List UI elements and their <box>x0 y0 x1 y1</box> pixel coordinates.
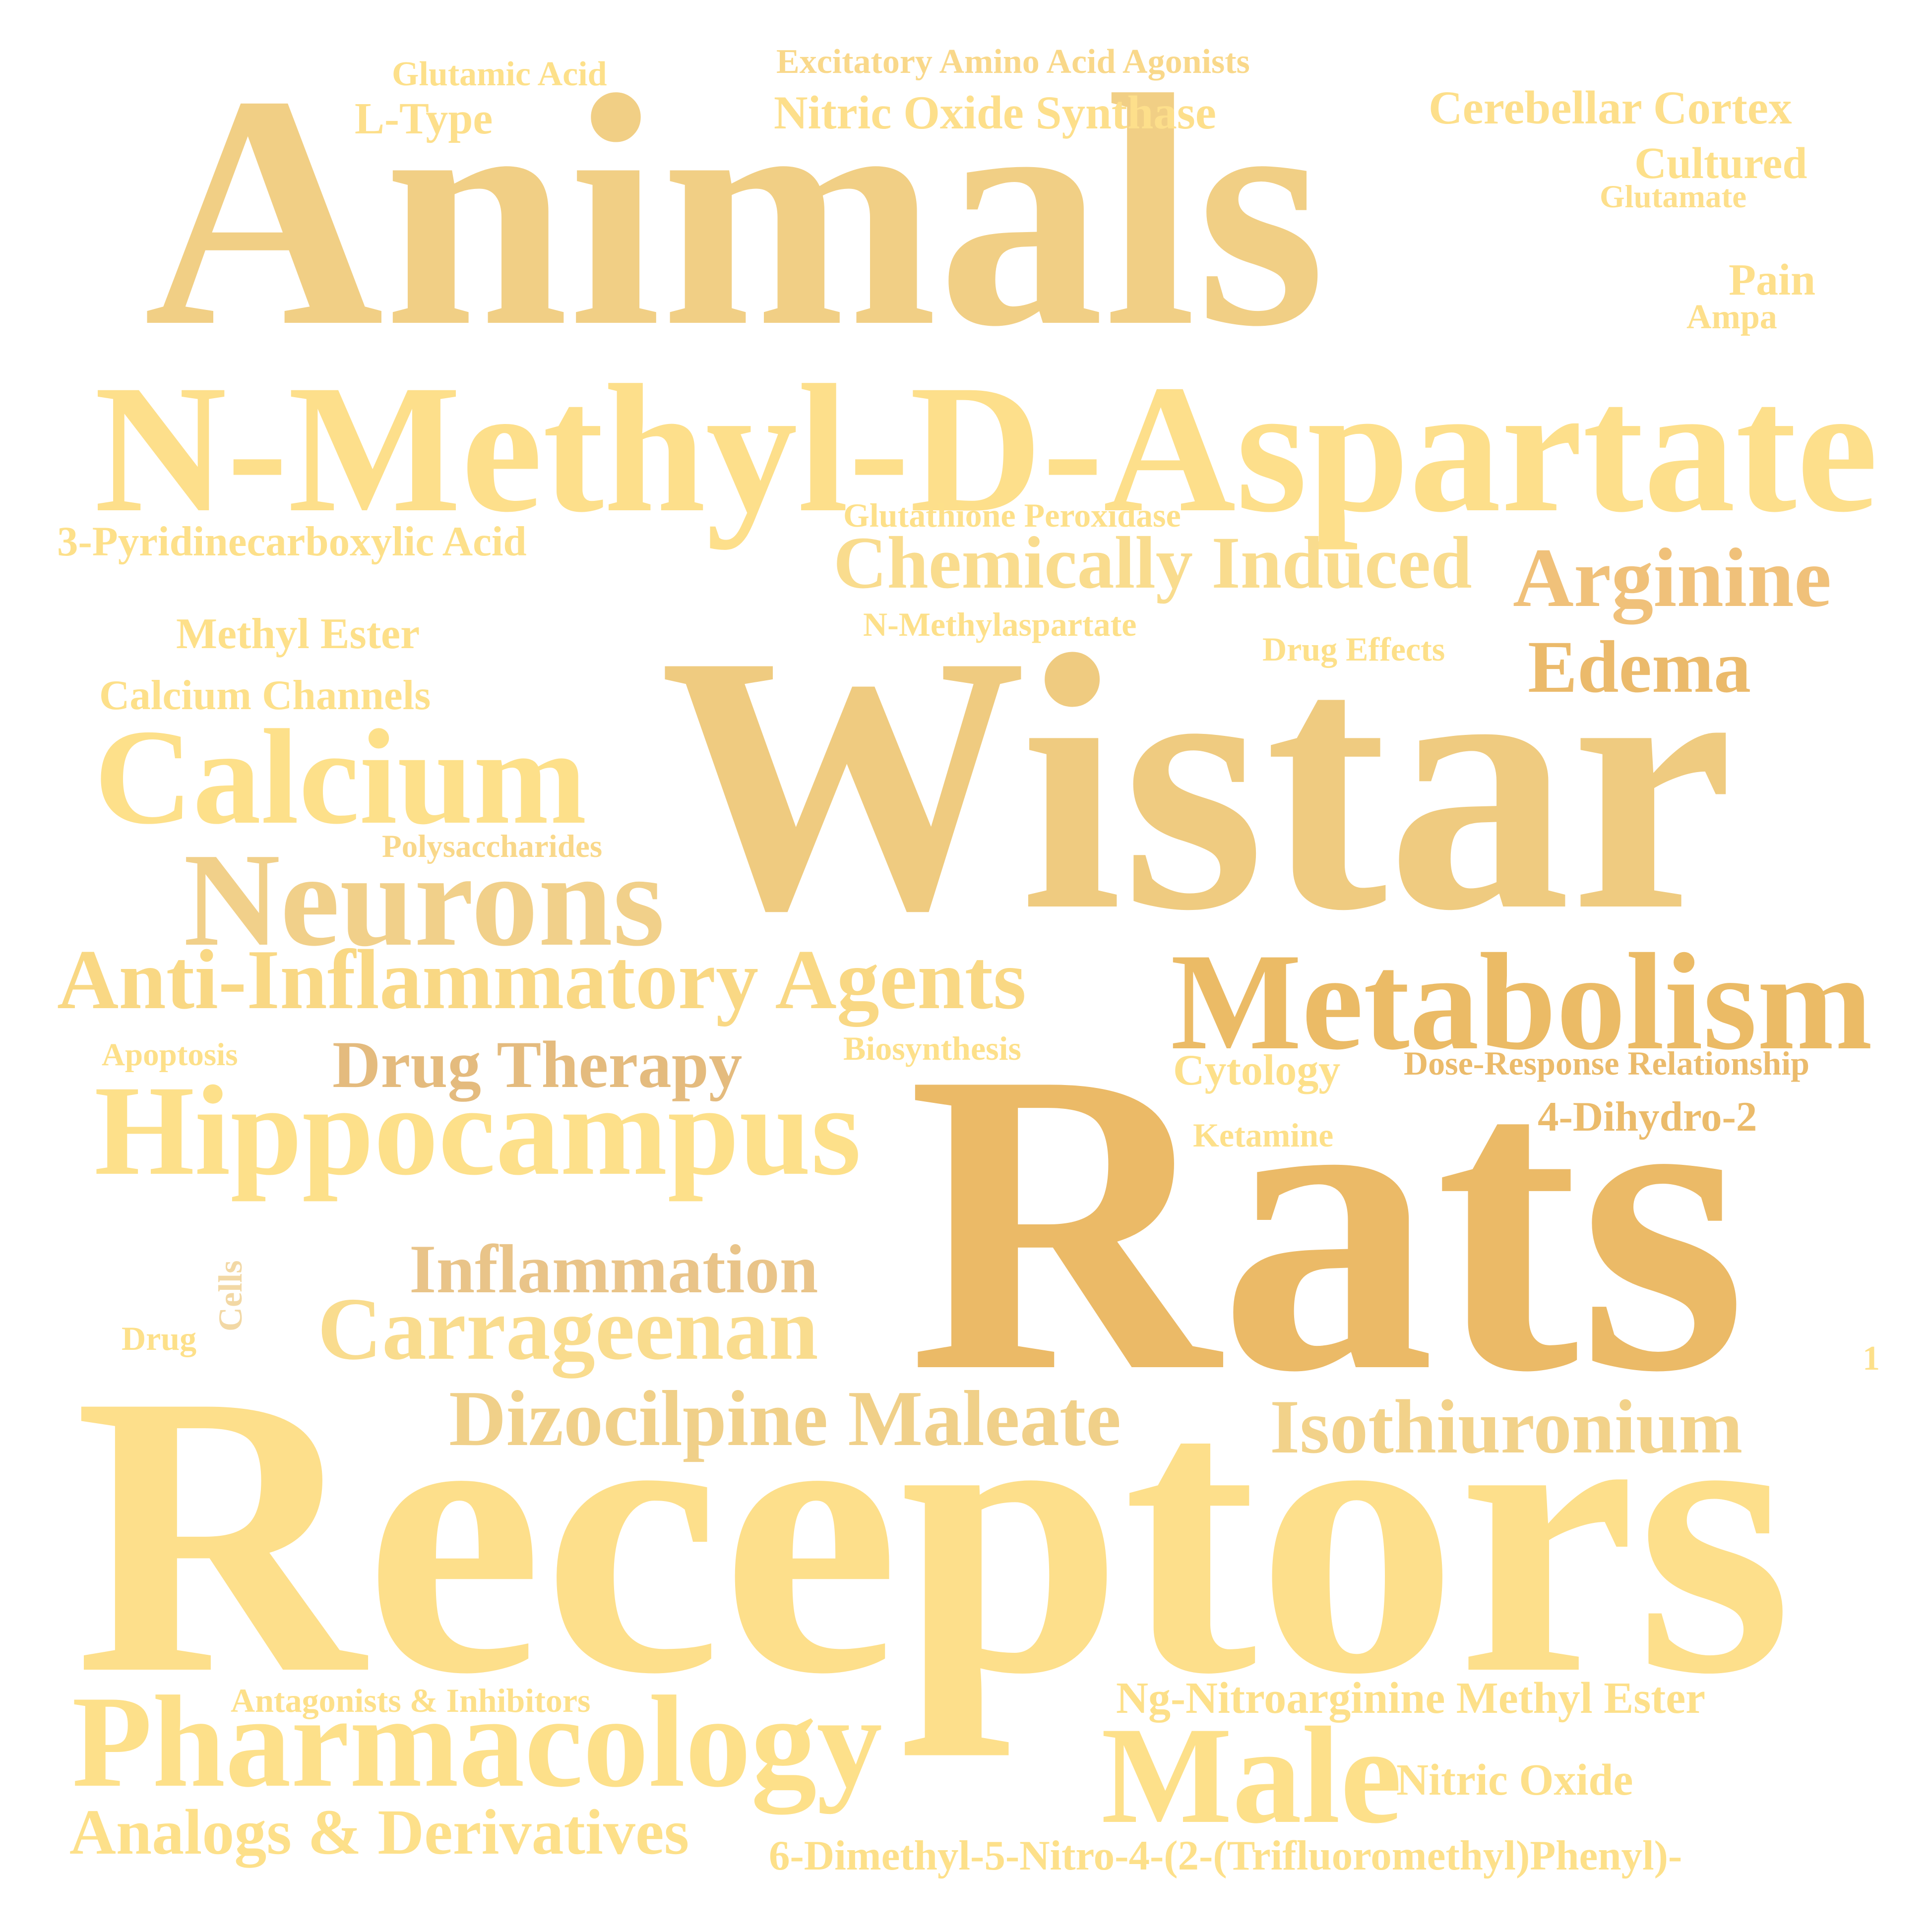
word-pharmacology: Pharmacology <box>72 1669 882 1814</box>
word-wistar: Wistar <box>660 580 1734 986</box>
word-glutamic-acid: Glutamic Acid <box>392 55 607 93</box>
word-biosynthesis: Biosynthesis <box>843 1029 1021 1067</box>
word-glutathione-peroxidase: Glutathione Peroxidase <box>843 496 1181 534</box>
word-receptors: Receptors <box>74 1312 1793 1757</box>
word-cytology: Cytology <box>1173 1046 1341 1094</box>
word-arginine: Arginine <box>1513 531 1832 624</box>
word-glutamate: Glutamate <box>1600 179 1747 215</box>
word-calcium-channels: Calcium Channels <box>99 672 431 719</box>
word-nitric-oxide: Nitric Oxide <box>1396 1755 1633 1805</box>
word-isothiuronium: Isothiuronium <box>1270 1384 1743 1469</box>
word-carrageenan: Carrageenan <box>317 1279 818 1378</box>
word-cells: Cells <box>211 1260 249 1331</box>
word-metabolism: Metabolism <box>1171 924 1873 1079</box>
word-anti-inflammatory-agents: Anti-Inflammatory Agents <box>57 933 1026 1027</box>
word-n-methyl-d-aspartate: N-Methyl-D-Aspartate <box>94 347 1878 550</box>
word-neurons: Neurons <box>184 826 665 974</box>
word-ng-nitroarginine-methyl-ester: Ng-Nitroarginine Methyl Ester <box>1116 1674 1706 1723</box>
word-drug-therapy: Drug Therapy <box>332 1028 743 1102</box>
word-drug-effects: Drug Effects <box>1262 630 1445 668</box>
word-chemically-induced: Chemically Induced <box>833 522 1472 604</box>
word-excitatory-amino-acid-agonists: Excitatory Amino Acid Agonists <box>776 43 1250 81</box>
word-hippocampus: Hippocampus <box>94 1059 862 1202</box>
word-rats: Rats <box>908 983 1747 1461</box>
word-analogs-derivatives: Analogs & Derivatives <box>69 1797 689 1868</box>
word-animals: Animals <box>144 27 1326 395</box>
word-ampa: Ampa <box>1686 298 1777 336</box>
word-n-methylaspartate: N-Methylaspartate <box>863 605 1137 643</box>
word-1: 1 <box>1863 1339 1880 1378</box>
word-6-dimethyl-5-nitro: 6-Dimethyl-5-Nitro-4-(2-(Trifluoromethyl… <box>769 1832 1683 1879</box>
word-antagonists-inhibitors: Antagonists & Inhibitors <box>231 1682 591 1719</box>
word-drug: Drug <box>122 1320 197 1357</box>
word-apoptosis: Apoptosis <box>102 1037 238 1073</box>
word-l-type: L-Type <box>355 94 493 143</box>
word-dose-response-relationship: Dose-Response Relationship <box>1404 1044 1809 1082</box>
word-ketamine: Ketamine <box>1193 1116 1334 1154</box>
word-4-dihydro-2: 4-Dihydro-2 <box>1538 1093 1757 1140</box>
word-calcium: Calcium <box>94 702 587 852</box>
word-cerebellar-cortex: Cerebellar Cortex <box>1429 81 1792 134</box>
word-dizocilpine-maleate: Dizocilpine Maleate <box>449 1374 1122 1462</box>
word-cultured: Cultured <box>1634 139 1807 188</box>
word-pain: Pain <box>1729 255 1816 304</box>
word-3-pyridinecarboxylic-acid: 3-Pyridinecarboxylic Acid <box>57 518 527 565</box>
word-nitric-oxide-synthase: Nitric Oxide Synthase <box>774 86 1216 139</box>
word-polysaccharides: Polysaccharides <box>382 829 603 864</box>
word-male: Male <box>1101 1698 1402 1852</box>
word-edema: Edema <box>1528 626 1751 708</box>
word-methyl-ester: Methyl Ester <box>176 610 420 658</box>
word-inflammation: Inflammation <box>409 1231 818 1308</box>
